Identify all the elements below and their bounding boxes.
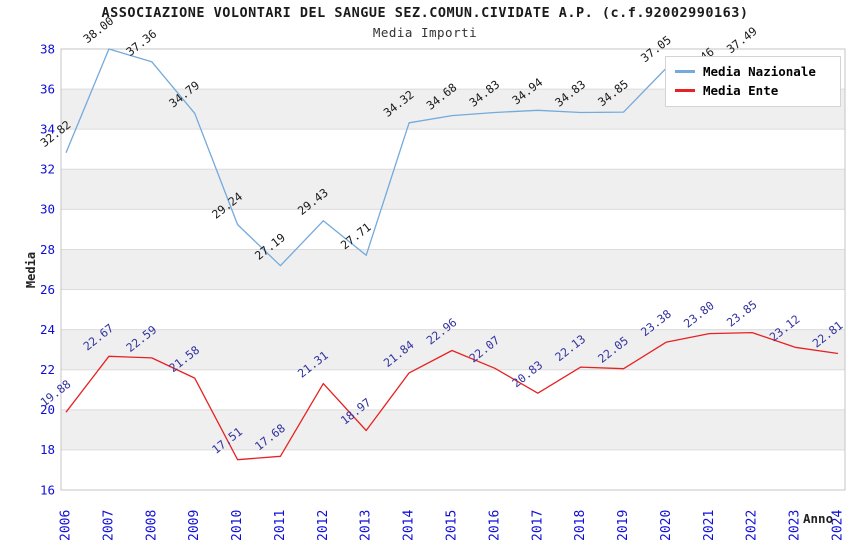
x-tick-label: 2014 <box>402 510 417 541</box>
y-tick-label: 16 <box>40 482 55 497</box>
point-label: 38.00 <box>80 14 116 46</box>
legend-label-nazionale: Media Nazionale <box>703 64 816 79</box>
x-tick-label: 2016 <box>487 510 502 541</box>
x-tick-label: 2023 <box>788 510 803 541</box>
x-tick-label: 2021 <box>702 510 717 541</box>
y-tick-label: 28 <box>40 242 55 257</box>
legend-item-media-nazionale: Media Nazionale <box>675 62 831 81</box>
plot-band <box>61 169 845 210</box>
point-label: 37.49 <box>724 24 760 56</box>
x-tick-label: 2006 <box>59 510 74 541</box>
legend-line-sample-ente-icon <box>675 89 695 92</box>
x-tick-label: 2011 <box>273 510 288 541</box>
chart-title: ASSOCIAZIONE VOLONTARI DEL SANGUE SEZ.CO… <box>101 5 749 21</box>
x-tick-label: 2019 <box>616 510 631 541</box>
x-axis-title: Anno <box>803 511 834 526</box>
y-tick-label: 36 <box>40 81 55 96</box>
y-tick-label: 38 <box>40 41 55 56</box>
point-label: 23.80 <box>681 298 717 330</box>
x-tick-label: 2007 <box>101 510 116 541</box>
point-label: 23.85 <box>724 297 760 329</box>
point-label: 19.88 <box>38 377 74 409</box>
y-tick-label: 18 <box>40 442 55 457</box>
y-tick-label: 34 <box>40 121 55 136</box>
plot-band <box>61 329 845 370</box>
x-tick-label: 2022 <box>745 510 760 541</box>
chart-subtitle: Media Importi <box>372 25 478 40</box>
legend-line-sample-nazionale-icon <box>675 70 695 73</box>
x-tick-label: 2010 <box>230 510 245 541</box>
x-tick-label: 2008 <box>144 510 159 541</box>
y-tick-label: 20 <box>40 402 55 417</box>
legend-item-media-ente: Media Ente <box>675 81 831 100</box>
series-line-media-ente <box>65 331 839 461</box>
point-label: 37.36 <box>123 26 159 58</box>
y-tick-label: 30 <box>40 202 55 217</box>
plot-band <box>61 249 845 290</box>
x-tick-label: 2013 <box>359 510 374 541</box>
x-tick-label: 2020 <box>659 510 674 541</box>
y-tick-label: 24 <box>40 322 55 337</box>
plot-border <box>60 48 846 491</box>
legend: Media Nazionale Media Ente <box>665 56 841 107</box>
legend-label-ente: Media Ente <box>703 83 779 98</box>
x-tick-label: 2017 <box>530 510 545 541</box>
y-tick-label: 22 <box>40 362 55 377</box>
plot-band <box>61 409 845 450</box>
x-tick-label: 2018 <box>573 510 588 541</box>
x-tick-label: 2024 <box>831 510 846 541</box>
y-tick-label: 32 <box>40 162 55 177</box>
x-tick-label: 2012 <box>316 510 331 541</box>
y-tick-label: 26 <box>40 282 55 297</box>
x-tick-label: 2009 <box>187 510 202 541</box>
x-tick-label: 2015 <box>445 510 460 541</box>
